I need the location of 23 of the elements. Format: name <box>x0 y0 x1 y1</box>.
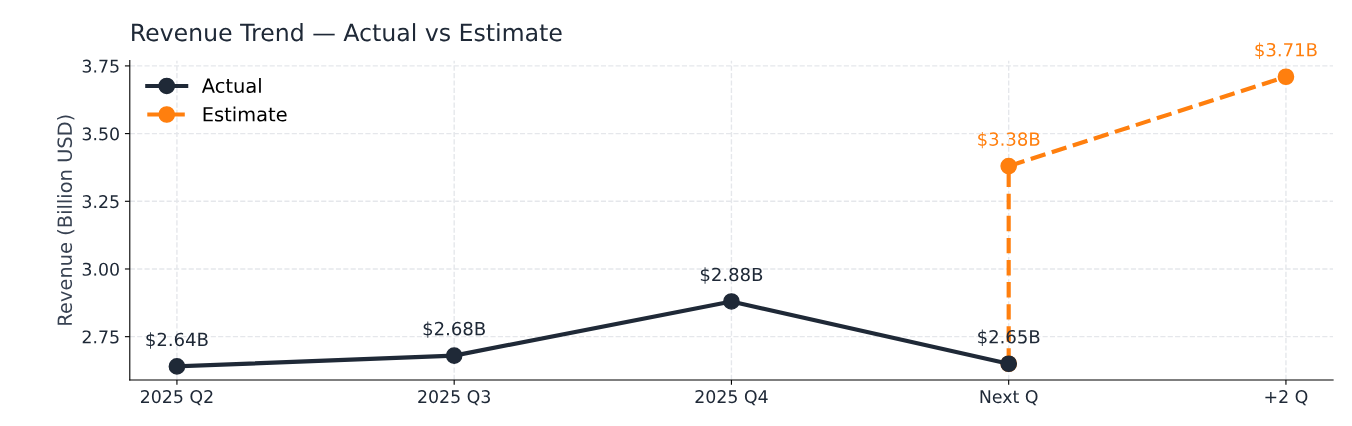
data-label: $2.68B <box>423 321 485 338</box>
legend-label: Estimate <box>203 106 287 122</box>
data-label: $3.71B <box>1255 42 1317 59</box>
data-label: $3.38B <box>978 131 1040 149</box>
y-tick-label: 3.25 <box>82 195 119 209</box>
y-tick-label: 3.00 <box>82 262 119 276</box>
x-tick-label: +2 Q <box>1265 390 1308 406</box>
y-axis-title: Revenue (Billion USD) <box>57 115 75 325</box>
point <box>445 347 463 364</box>
data-label: $2.64B <box>146 332 208 349</box>
data-label: $2.65B <box>978 329 1040 346</box>
point <box>723 293 740 310</box>
x-tick-label: 2025 Q4 <box>695 390 768 406</box>
legend-label: Actual <box>201 77 261 94</box>
x-tick-label: Next Q <box>980 390 1038 406</box>
chart-title: Revenue Trend — Actual vs Estimate <box>132 23 562 42</box>
y-tick-label: 2.75 <box>82 330 119 344</box>
y-tick-label: 3.50 <box>82 127 119 141</box>
x-tick-label: 2025 Q2 <box>140 390 213 406</box>
y-tick-label: 3.75 <box>82 59 119 73</box>
data-label: $2.88B <box>700 267 763 284</box>
x-tick-label: 2025 Q3 <box>418 390 490 406</box>
point <box>168 358 186 375</box>
